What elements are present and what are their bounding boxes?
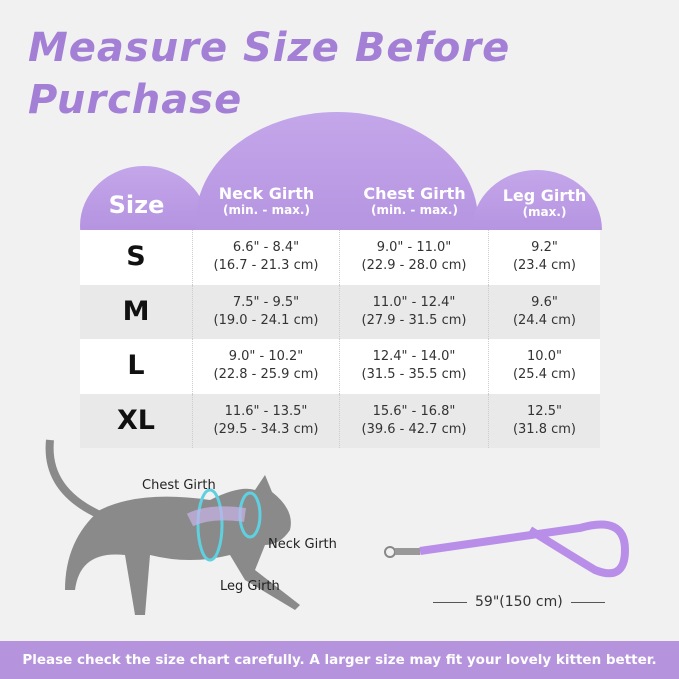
neck-cell: 6.6" - 8.4" (16.7 - 21.3 cm) [193,230,340,285]
header-size: Size [108,191,165,219]
leash-length: 59"(150 cm) [425,594,613,610]
neck-girth-label: Neck Girth [268,537,337,552]
leg-girth-label: Leg Girth [220,579,280,594]
size-cell: XL [80,393,193,448]
leg-cell: 9.2" (23.4 cm) [512,240,577,274]
neck-cell: 7.5" - 9.5" (19.0 - 24.1 cm) [193,284,340,339]
table-row: L 9.0" - 10.2" (22.8 - 25.9 cm) 12.4" - 1… [80,339,600,394]
table-row: XL 11.6" - 13.5" (29.5 - 34.3 cm) 15.6" -… [80,393,600,448]
leg-cell: 10.0" (25.4 cm) [512,349,577,383]
size-table: S 6.6" - 8.4" (16.7 - 21.3 cm) 9.0" - 11.… [80,230,600,448]
header-leg: Leg Girth (max.) [502,186,587,219]
cat-harness-illustration [45,439,300,615]
footer-banner: Please check the size chart carefully. A… [0,641,679,679]
chest-cell: 12.4" - 14.0" (31.5 - 35.5 cm) [340,339,489,394]
page-title: Measure Size Before Purchase [28,25,511,123]
chest-cell: 15.6" - 16.8" (39.6 - 42.7 cm) [340,393,489,448]
chest-cell: 9.0" - 11.0" (22.9 - 28.0 cm) [340,230,489,285]
neck-cell: 9.0" - 10.2" (22.8 - 25.9 cm) [193,339,340,394]
table-row: S 6.6" - 8.4" (16.7 - 21.3 cm) 9.0" - 11.… [80,230,600,285]
size-cell: S [80,230,193,285]
header-chest: Chest Girth (min. - max.) [363,184,466,217]
leg-cell: 12.5" (31.8 cm) [512,403,577,437]
leash-icon [384,520,630,578]
table-row: M 7.5" - 9.5" (19.0 - 24.1 cm) 11.0" - 12… [80,284,600,339]
header-neck: Neck Girth (min. - max.) [218,184,315,217]
neck-cell: 11.6" - 13.5" (29.5 - 34.3 cm) [193,393,340,448]
chest-cell: 11.0" - 12.4" (27.9 - 31.5 cm) [340,284,489,339]
size-cell: M [80,284,193,339]
leg-cell: 9.6" (24.4 cm) [512,294,577,328]
chest-girth-label: Chest Girth [142,478,216,493]
size-cell: L [80,339,193,394]
